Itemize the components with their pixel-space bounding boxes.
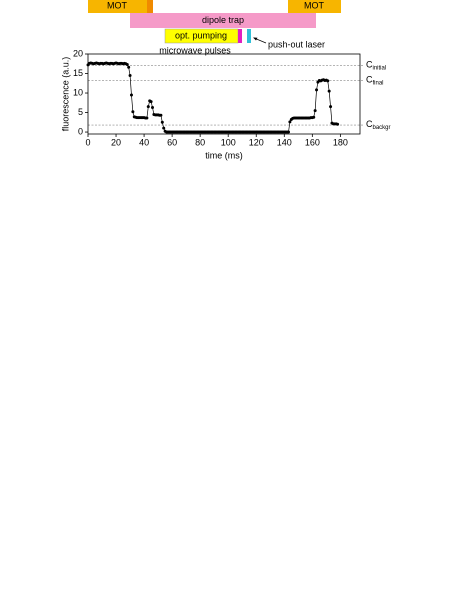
data-point — [127, 65, 131, 69]
mot-end-bar — [147, 0, 153, 13]
reference-label-main: C — [366, 75, 373, 85]
x-tick-label: 20 — [111, 137, 121, 147]
y-tick-label: 5 — [78, 107, 83, 117]
data-point — [145, 116, 149, 120]
reference-label-main: C — [366, 119, 373, 129]
y-tick-label: 20 — [73, 48, 83, 58]
push-out-bar — [247, 29, 251, 43]
x-axis-title: time (ms) — [205, 150, 243, 160]
data-point — [150, 105, 154, 109]
data-point — [159, 113, 163, 117]
opt-pumping-label: opt. pumping — [175, 30, 227, 40]
data-point — [149, 100, 153, 104]
x-tick-label: 60 — [167, 137, 177, 147]
mot-label: MOT — [107, 0, 127, 10]
data-point — [146, 105, 150, 109]
x-tick-label: 140 — [277, 137, 292, 147]
reference-label-main: C — [366, 60, 373, 70]
microwave-label: microwave pulses — [159, 45, 231, 55]
data-point — [162, 126, 166, 130]
data-point — [336, 122, 340, 126]
x-tick-label: 180 — [333, 137, 348, 147]
data-point — [288, 120, 292, 124]
data-point — [313, 109, 317, 113]
data-point — [286, 130, 290, 134]
data-point — [160, 120, 164, 124]
x-tick-label: 0 — [85, 137, 90, 147]
reference-label: Cbackgr — [366, 119, 391, 130]
y-tick-label: 10 — [73, 87, 83, 97]
dipole-trap-bar — [130, 13, 316, 28]
x-tick-label: 160 — [305, 137, 320, 147]
plot-frame — [87, 53, 361, 135]
data-point — [128, 73, 132, 77]
x-tick-label: 40 — [139, 137, 149, 147]
data-point — [315, 88, 319, 92]
y-tick-label: 0 — [78, 126, 83, 136]
reference-label-sub: final — [373, 80, 384, 86]
x-tick-label: 100 — [221, 137, 236, 147]
data-point — [312, 115, 316, 119]
x-tick-label: 80 — [195, 137, 205, 147]
push-out-label: push-out laser — [268, 39, 325, 49]
x-tick-label: 120 — [249, 137, 264, 147]
mot-bar — [88, 0, 147, 13]
data-point — [326, 79, 330, 83]
mot-bar — [288, 0, 341, 13]
data-point — [327, 89, 331, 93]
microwave-bar — [238, 29, 242, 43]
data-point — [129, 93, 133, 97]
mot-label: MOT — [304, 0, 324, 10]
dipole-trap-label: dipole trap — [202, 15, 244, 25]
reference-label-sub: initial — [373, 65, 387, 71]
arrow-head — [253, 37, 258, 41]
y-axis-title: fluorescence (a.u.) — [60, 57, 70, 132]
data-point — [131, 110, 135, 114]
y-tick-label: 15 — [73, 68, 83, 78]
data-point — [125, 63, 129, 67]
reference-label: Cfinal — [366, 75, 384, 86]
reference-label-sub: backgr — [373, 125, 391, 131]
reference-label: Cinitial — [366, 60, 386, 71]
data-point — [329, 105, 333, 109]
